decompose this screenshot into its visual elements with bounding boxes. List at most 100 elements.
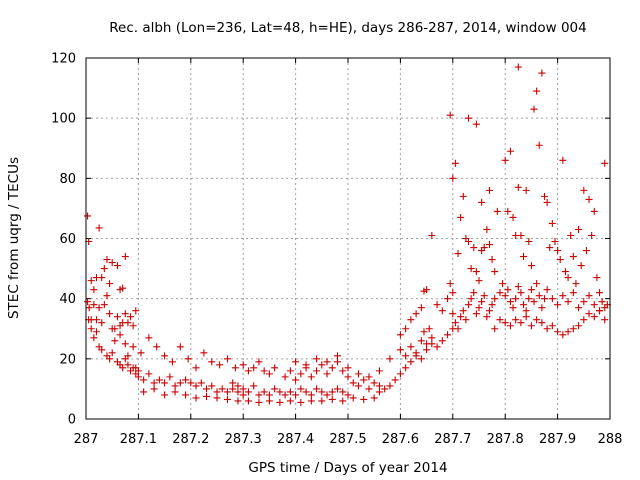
data-point — [161, 352, 169, 360]
data-point — [98, 346, 106, 354]
data-point — [572, 280, 580, 288]
data-point — [402, 352, 410, 360]
data-point — [150, 379, 158, 387]
data-point — [569, 325, 577, 333]
x-tick-label: 287.7 — [434, 432, 471, 447]
data-point — [145, 370, 153, 378]
data-point — [517, 231, 525, 239]
data-point — [407, 316, 415, 324]
data-point — [491, 325, 499, 333]
data-point — [391, 376, 399, 384]
data-point — [113, 262, 121, 270]
data-point — [428, 334, 436, 342]
data-point — [417, 304, 425, 312]
data-point — [276, 388, 284, 396]
data-point — [538, 319, 546, 327]
data-point — [543, 198, 551, 206]
data-point — [349, 394, 357, 402]
data-point — [192, 364, 200, 372]
data-point — [506, 298, 514, 306]
data-point — [260, 367, 268, 375]
x-tick-label: 287.3 — [225, 432, 262, 447]
data-point — [171, 388, 179, 396]
data-point — [271, 385, 279, 393]
data-point — [370, 394, 378, 402]
grid-lines — [86, 58, 610, 419]
data-point — [339, 397, 347, 405]
data-point — [527, 322, 535, 330]
data-point — [239, 361, 247, 369]
data-point — [176, 379, 184, 387]
data-point — [546, 244, 554, 252]
data-point — [166, 373, 174, 381]
data-point — [292, 376, 300, 384]
data-point — [501, 292, 509, 300]
data-point — [129, 343, 137, 351]
data-point — [239, 385, 247, 393]
data-point — [124, 319, 132, 327]
data-point — [111, 337, 119, 345]
data-point — [551, 238, 559, 246]
y-tick-label: 80 — [59, 172, 76, 187]
data-point — [438, 337, 446, 345]
data-point — [119, 284, 127, 292]
x-tick-label: 287.8 — [487, 432, 524, 447]
data-point — [543, 286, 551, 294]
data-point — [250, 382, 258, 390]
data-point — [103, 292, 111, 300]
data-point — [577, 262, 585, 270]
data-point — [302, 388, 310, 396]
data-point — [155, 376, 163, 384]
data-point — [265, 391, 273, 399]
data-point — [582, 247, 590, 255]
data-point — [229, 385, 237, 393]
data-point — [103, 256, 111, 264]
data-point — [433, 301, 441, 309]
data-point — [150, 385, 158, 393]
data-point — [541, 192, 548, 200]
y-tick-label: 0 — [68, 413, 76, 428]
data-point — [475, 277, 483, 285]
data-point — [446, 111, 454, 119]
data-point — [514, 283, 522, 291]
data-point — [90, 286, 98, 294]
data-point — [556, 256, 564, 264]
x-tick-label: 287.4 — [277, 432, 314, 447]
data-point — [588, 231, 596, 239]
data-point — [313, 355, 321, 363]
data-point — [559, 331, 567, 339]
data-point — [454, 325, 462, 333]
data-point — [428, 231, 436, 239]
data-point — [116, 331, 124, 339]
data-point — [527, 286, 535, 294]
data-point — [420, 328, 428, 336]
data-point — [446, 280, 454, 288]
data-point — [569, 253, 577, 261]
data-point — [292, 358, 300, 366]
data-point — [318, 361, 326, 369]
data-point — [491, 295, 499, 303]
data-point — [554, 328, 562, 336]
data-point — [493, 207, 501, 215]
data-point — [244, 397, 252, 405]
data-point — [554, 247, 562, 255]
data-point — [307, 373, 315, 381]
data-point — [218, 385, 226, 393]
data-point — [349, 379, 357, 387]
data-point — [119, 364, 127, 372]
data-point — [564, 274, 572, 282]
data-point — [200, 349, 208, 357]
data-point — [402, 364, 410, 372]
data-point — [223, 388, 231, 396]
data-point — [276, 398, 284, 406]
data-point — [328, 395, 336, 403]
data-point — [480, 292, 488, 300]
data-point — [575, 322, 583, 330]
data-point — [514, 63, 522, 71]
data-point — [360, 376, 368, 384]
data-point — [339, 367, 347, 375]
data-point — [506, 322, 514, 330]
data-point — [161, 379, 169, 387]
data-point — [517, 319, 525, 327]
data-point — [580, 298, 588, 306]
